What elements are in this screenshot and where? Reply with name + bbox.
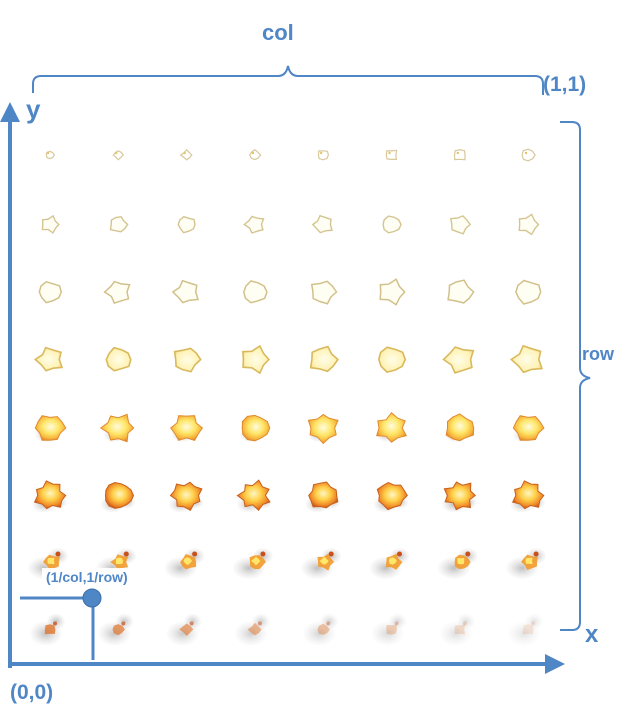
sprite-frame xyxy=(177,215,196,234)
sprite-frame xyxy=(506,548,547,579)
sprite-frame xyxy=(379,278,406,306)
sprite-frame xyxy=(173,347,202,373)
sprite-frame xyxy=(317,150,330,161)
sprite-frame xyxy=(510,480,546,513)
y-axis-label: y xyxy=(26,94,41,124)
sprite-frame xyxy=(521,148,536,162)
sprite-frames xyxy=(28,148,547,646)
sprite-frame xyxy=(32,480,67,513)
sprite-frame xyxy=(305,481,341,513)
sprite-frame xyxy=(34,415,67,442)
sprite-frame xyxy=(45,150,56,160)
sprite-frame xyxy=(369,548,410,579)
sprite-frame xyxy=(441,481,477,513)
sprite-frame xyxy=(166,613,202,646)
sprite-frame xyxy=(105,346,132,372)
sprite-frame xyxy=(371,613,407,646)
sprite-frame xyxy=(385,149,398,160)
sprite-frame xyxy=(239,414,271,442)
sprite-frame xyxy=(243,215,265,234)
sprite-frame xyxy=(449,215,472,235)
sprite-frame xyxy=(453,149,466,161)
uv-point xyxy=(82,588,102,608)
sprite-frame xyxy=(33,346,64,372)
sprite-frame xyxy=(307,413,339,445)
sprite-frame xyxy=(310,280,338,305)
sprite-frame xyxy=(309,345,339,373)
sprite-frame xyxy=(382,215,402,234)
row-brace xyxy=(560,121,591,631)
sprite-frame xyxy=(168,481,204,513)
sprite-frame xyxy=(179,149,193,161)
col-brace xyxy=(32,65,544,95)
sprite-frame xyxy=(301,548,342,579)
sprite-frame xyxy=(109,216,129,233)
sprite-frame xyxy=(512,415,545,442)
sprite-frame xyxy=(112,150,125,161)
corner-bottom-left-label: (0,0) xyxy=(10,681,54,704)
sprite-frame xyxy=(171,279,199,304)
sprite-frame xyxy=(232,548,273,579)
sprite-frame xyxy=(442,346,475,374)
corner-top-right-label: (1,1) xyxy=(543,73,587,96)
sprite-frame xyxy=(303,613,339,646)
sprite-frame xyxy=(38,280,63,304)
sprite-frame xyxy=(377,346,407,373)
x-axis-label: x xyxy=(585,621,599,648)
sprite-frame xyxy=(164,548,205,579)
sprite-frame xyxy=(373,481,409,513)
sprite-frame xyxy=(170,415,204,442)
sprite-frame xyxy=(447,279,475,304)
sprite-frame xyxy=(100,481,136,513)
sprite-frame xyxy=(242,344,270,375)
sprite-frame xyxy=(243,280,268,304)
sprite-frame xyxy=(234,613,270,646)
sprite-frame xyxy=(99,413,135,443)
sprite-frame xyxy=(30,613,65,646)
sprite-frame xyxy=(249,149,262,161)
sprite-frame xyxy=(236,479,272,513)
sprite-frame xyxy=(515,279,542,305)
sprite-frame xyxy=(439,613,475,646)
col-label: col xyxy=(262,20,294,45)
uv-cell-label: (1/col,1/row) xyxy=(42,568,132,586)
sprite-frame xyxy=(437,548,478,579)
sprite-frame xyxy=(41,214,60,234)
sprite-frame xyxy=(518,213,540,236)
sprite-frame xyxy=(509,344,543,374)
sprite-frame xyxy=(98,613,134,646)
sprite-frame xyxy=(444,413,475,442)
row-label: row xyxy=(582,344,615,364)
sprite-frame xyxy=(311,214,333,234)
sprite-frame xyxy=(508,613,544,646)
sprite-frame xyxy=(376,411,408,443)
sprite-frame xyxy=(103,280,131,305)
